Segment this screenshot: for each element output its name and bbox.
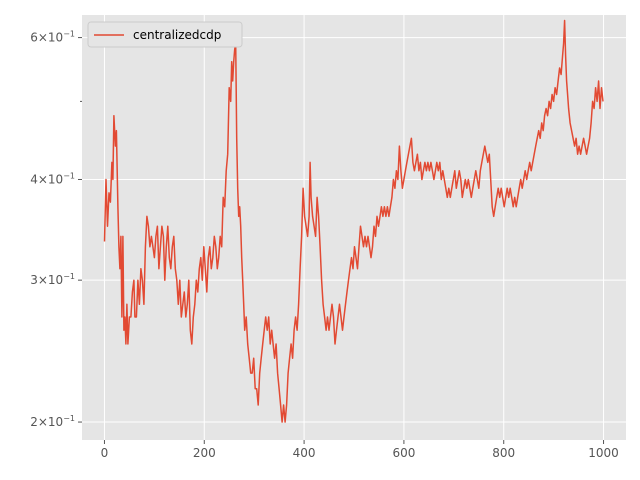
y-tick-label-exponent: −1 bbox=[63, 171, 75, 180]
legend-box bbox=[87, 21, 243, 48]
x-tick-label: 800 bbox=[492, 446, 515, 460]
x-tick-label: 200 bbox=[193, 446, 216, 460]
y-tick-label-exponent: −1 bbox=[63, 414, 75, 423]
series-line bbox=[103, 19, 604, 423]
y-tick-label: 6×10−1 bbox=[30, 30, 75, 45]
legend: centralizedcdp bbox=[87, 21, 243, 48]
legend-label: centralizedcdp bbox=[133, 28, 221, 42]
y-tick-label-exponent: −1 bbox=[63, 272, 75, 281]
x-tick-label: 600 bbox=[392, 446, 415, 460]
x-tick-label: 400 bbox=[293, 446, 316, 460]
y-tick-label-base: 6×10 bbox=[30, 31, 63, 45]
y-tick-label-base: 3×10 bbox=[30, 273, 63, 287]
plot-area bbox=[82, 15, 626, 440]
x-tick-label: 1000 bbox=[588, 446, 619, 460]
y-tick-label: 3×10−1 bbox=[30, 272, 75, 287]
y-tick-label-base: 4×10 bbox=[30, 172, 63, 186]
grid bbox=[82, 15, 626, 440]
series-layer bbox=[103, 19, 604, 423]
y-tick-label-base: 2×10 bbox=[30, 415, 63, 429]
y-tick-label: 4×10−1 bbox=[30, 171, 75, 186]
y-tick-label: 2×10−1 bbox=[30, 414, 75, 429]
y-axis: 2×10−13×10−14×10−16×10−1 bbox=[30, 30, 82, 429]
y-tick-label-exponent: −1 bbox=[63, 30, 75, 39]
x-axis: 0 200 400 600 800 1000 bbox=[101, 440, 619, 460]
x-tick-label: 0 bbox=[101, 446, 109, 460]
